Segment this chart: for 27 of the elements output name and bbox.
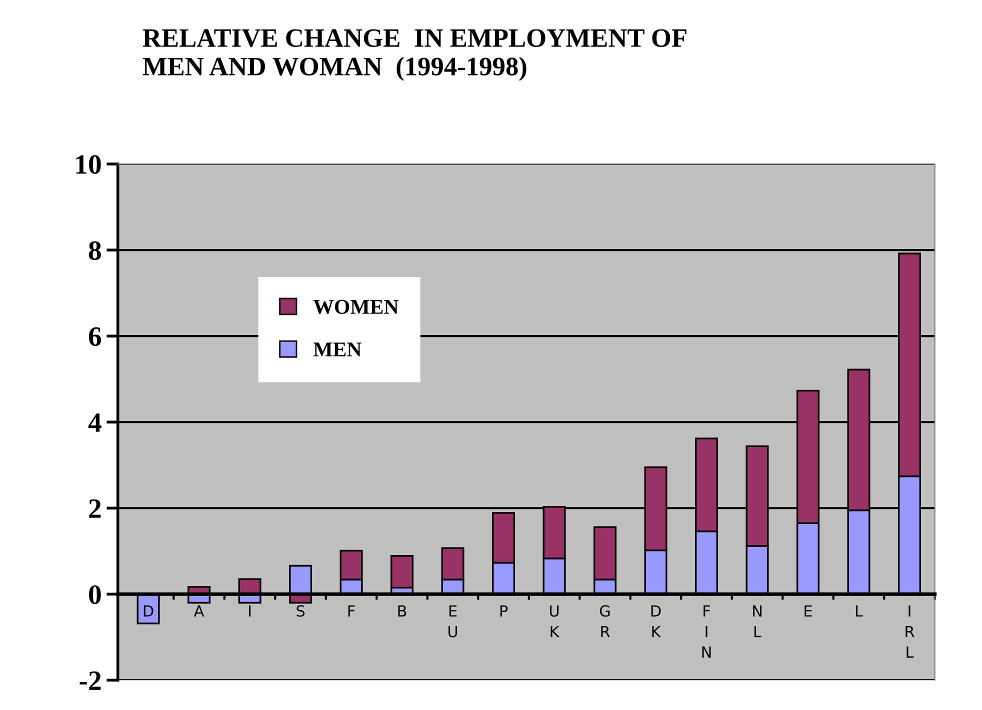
x-tick-label: L — [856, 605, 863, 617]
x-tick-label: D — [144, 605, 154, 617]
x-tick-label: UK — [550, 605, 560, 638]
x-tick-label: E — [804, 605, 812, 617]
y-tick-label: -2 — [80, 671, 101, 690]
x-tick-label: B — [398, 605, 406, 617]
y-tick-label: 4 — [88, 413, 102, 432]
legend-label: WOMEN — [313, 300, 399, 314]
x-tick-label: P — [500, 605, 508, 617]
x-tick-label: A — [194, 605, 204, 617]
x-tick-label: IRL — [906, 605, 914, 658]
legend-label: MEN — [314, 342, 362, 356]
y-tick-label: 10 — [76, 155, 101, 174]
y-tick-label: 6 — [88, 327, 102, 346]
x-tick-label: I — [249, 605, 251, 617]
x-tick-label: F — [348, 605, 355, 617]
x-tick-label: NL — [753, 605, 762, 638]
x-tick-label: DK — [651, 605, 662, 638]
y-tick-label: 8 — [88, 241, 101, 260]
chart-title: RELATIVE CHANGE IN EMPLOYMENT OF MEN AND WOMAN (1994-1998) — [142, 29, 686, 81]
y-tick-label: 0 — [89, 585, 101, 604]
x-tick-label: FIN — [702, 605, 711, 658]
bar — [390, 555, 414, 589]
x-tick-label: GR — [600, 605, 610, 638]
x-tick-label: S — [296, 605, 305, 617]
y-tick-label: 2 — [89, 499, 101, 518]
x-tick-label: EU — [448, 605, 458, 638]
